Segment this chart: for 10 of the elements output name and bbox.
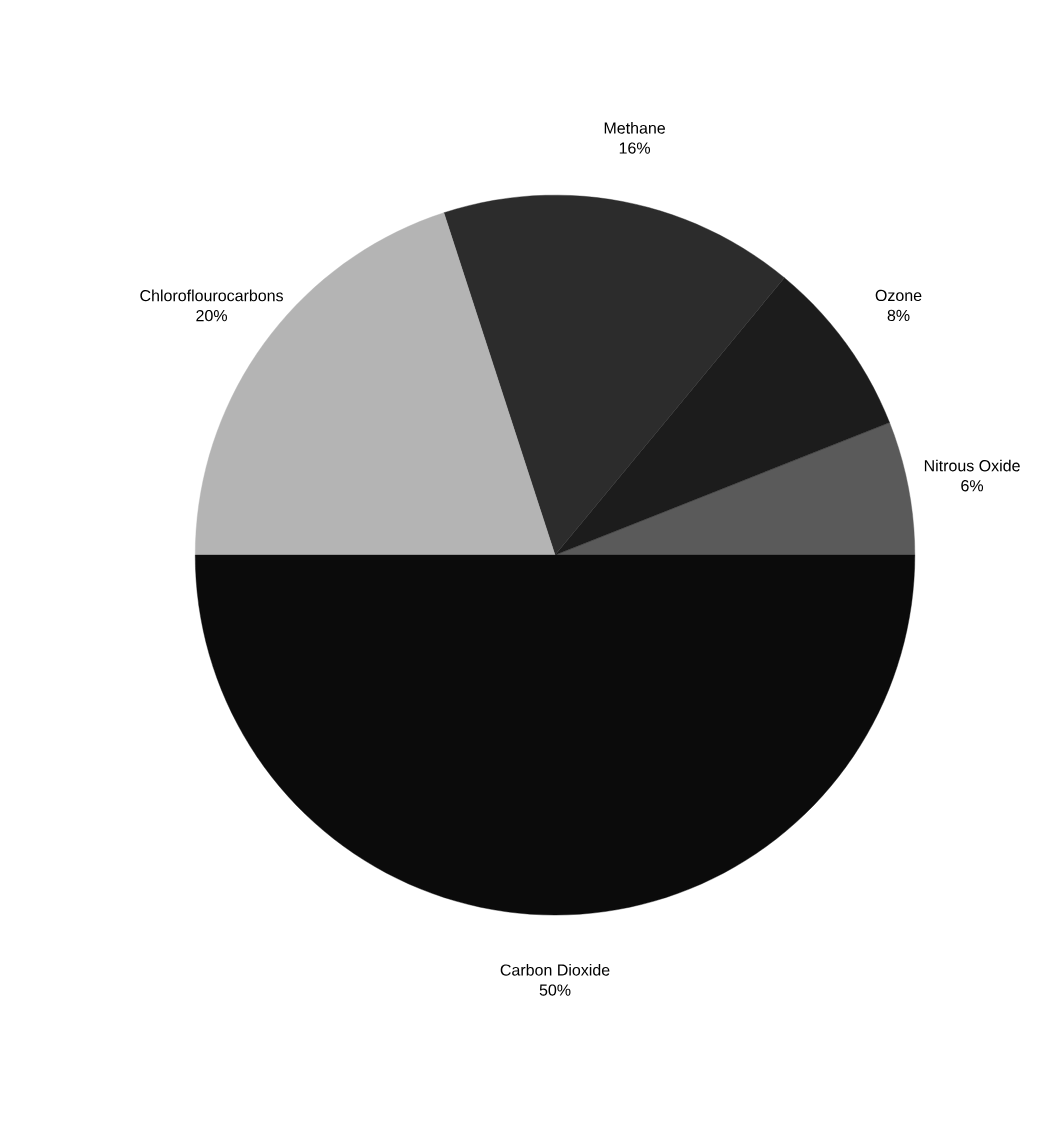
slice-label: Ozone xyxy=(875,289,922,302)
data-label: 16% xyxy=(619,142,651,154)
data-label: 8% xyxy=(887,309,910,322)
slice-label: Methane xyxy=(604,121,665,134)
data-label: 50% xyxy=(539,984,571,996)
data-label: 20% xyxy=(196,309,228,322)
slice-label: Chloroflourocarbons xyxy=(140,289,283,302)
data-label: 6% xyxy=(961,480,984,492)
slice-label: Nitrous Oxide xyxy=(924,459,1020,472)
slice-label: Carbon Dioxide xyxy=(500,963,610,976)
